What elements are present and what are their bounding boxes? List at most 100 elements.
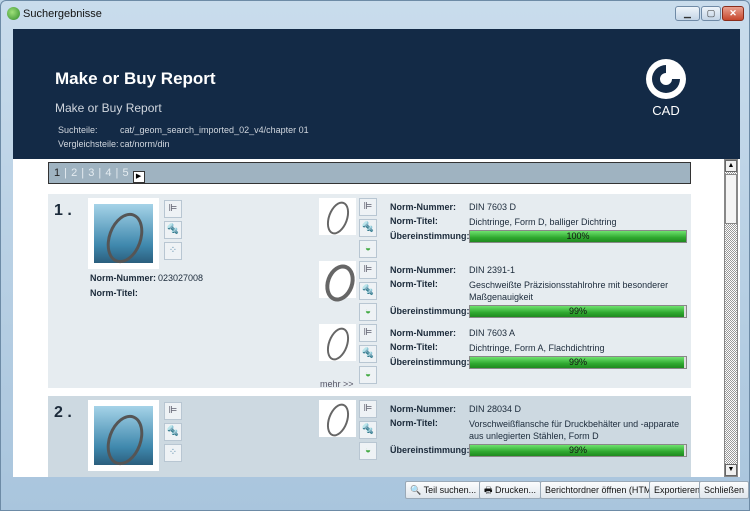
vertical-scrollbar[interactable]: ▲ ▼ [724,159,738,477]
match-norm-title: Dichtringe, Form A, Flachdichtring [469,343,605,353]
part-image [94,204,153,263]
bolt-icon[interactable]: 🔩 [164,423,182,441]
bolt-icon[interactable]: 🔩 [164,221,182,239]
assembly-icon[interactable]: ◒ [359,366,377,384]
close-button[interactable]: Schließen [699,481,750,499]
action-icons: ⊫ 🔩 ◒ [359,400,377,463]
print-button[interactable]: 🖶 Drucken... [479,481,542,499]
scroll-down-button[interactable]: ▼ [725,464,737,476]
assembly-icon[interactable]: ◒ [359,303,377,321]
bolt-icon[interactable]: 🔩 [359,282,377,300]
close-window-button[interactable]: ✕ [722,6,744,21]
action-icons: ⊫ 🔩 ◒ [359,198,377,261]
match-norm-number: DIN 7603 A [469,328,516,338]
page-link-2[interactable]: 2 [71,167,78,179]
page-separator: | [112,167,122,179]
match-thumbnail[interactable] [319,198,356,235]
bolt-icon[interactable]: 🔩 [359,219,377,237]
magnifier-icon: 🔍 [410,485,422,495]
compare-parts-row: Vergleichsteile: cat/norm/din [58,139,170,149]
result-item: 2 . ⊫ 🔩 ⁘ ⊫ 🔩 ◒ Norm-Nummer: DIN 28034 D Norm-Tit… [48,396,691,477]
print-label: Drucken... [495,485,537,495]
next-page-button[interactable]: ▶ [132,171,145,183]
match-norm-number-label: Norm-Nummer: [390,265,457,275]
bolt-icon[interactable]: 🔩 [359,421,377,439]
compare-parts-value: cat/norm/din [120,139,170,149]
match-norm-number-label: Norm-Nummer: [390,404,457,414]
page-link-1[interactable]: 1 [54,167,61,179]
action-icons: ⊫ 🔩 ⁘ [164,200,182,263]
report-subtitle: Make or Buy Report [55,101,162,115]
match-label: Übereinstimmung: [390,445,470,455]
match-norm-title-label: Norm-Titel: [390,216,438,226]
match-thumbnail[interactable] [319,261,356,298]
more-link[interactable]: mehr >> [320,379,354,389]
match-norm-number: DIN 28034 D [469,404,522,414]
tree-structure-icon[interactable]: ⊫ [359,324,377,342]
match-progress-bar: 99% [469,444,687,457]
result-rank: 2 . [54,404,72,421]
tree-structure-icon[interactable]: ⊫ [359,400,377,418]
match-progress-bar: 99% [469,305,687,318]
part-thumbnail[interactable] [88,198,159,269]
tree-structure-icon[interactable]: ⊫ [359,198,377,216]
action-icons: ⊫ 🔩 ◒ [359,261,377,324]
logo-text: CAD [652,103,679,118]
result-rank: 1 . [54,202,72,219]
scroll-up-button[interactable]: ▲ [725,160,737,172]
norm-number-value: 023027008 [158,273,204,283]
search-parts-row: Suchteile: cat/_geom_search_imported_02_v… [58,125,309,135]
match-progress-bar: 99% [469,356,687,369]
report-view: Make or Buy Report Make or Buy Report Su… [13,29,740,477]
match-norm-title-label: Norm-Titel: [390,279,438,289]
search-parts-value: cat/_geom_search_imported_02_v4/chapter … [120,125,309,135]
action-icons: ⊫ 🔩 ◒ [359,324,377,387]
tree-structure-icon[interactable]: ⊫ [164,402,182,420]
part-thumbnail[interactable] [88,400,159,471]
match-norm-number-label: Norm-Nummer: [390,328,457,338]
match-norm-title: Vorschweißflansche für Druckbehälter und… [469,419,680,441]
open-report-folder-button[interactable]: Berichtordner öffnen (HTML) [540,481,665,499]
compare-parts-label: Vergleichsteile: [58,139,119,149]
page-link-5[interactable]: 5 [122,167,129,179]
variants-icon[interactable]: ⁘ [164,242,182,260]
page-link-3[interactable]: 3 [88,167,95,179]
bolt-icon[interactable]: 🔩 [359,345,377,363]
printer-icon: 🖶 [484,485,493,495]
title-bar: Suchergebnisse ▁ ▢ ✕ [1,1,749,27]
match-thumbnail[interactable] [319,324,356,361]
find-part-label: Teil suchen... [423,485,477,495]
pagination: 1 | 2 | 3 | 4 | 5 ▶ [48,162,691,184]
scrollbar-thumb[interactable] [725,174,737,224]
report-title: Make or Buy Report [55,69,216,88]
page-separator: | [95,167,105,179]
page-separator: | [61,167,71,179]
search-parts-label: Suchteile: [58,125,98,135]
window-title: Suchergebnisse [23,8,102,20]
page-separator: | [78,167,88,179]
variants-icon[interactable]: ⁘ [164,444,182,462]
app-icon [7,7,20,20]
find-part-button[interactable]: 🔍 Teil suchen... [405,481,482,499]
action-icons: ⊫ 🔩 ⁘ [164,402,182,465]
match-norm-title: Dichtringe, Form D, balliger Dichtring [469,217,617,227]
match-label: Übereinstimmung: [390,357,470,367]
assembly-icon[interactable]: ◒ [359,442,377,460]
tree-structure-icon[interactable]: ⊫ [164,200,182,218]
result-item: 1 . ⊫ 🔩 ⁘ Norm-Nummer: 023027008 Norm-Titel: ⊫ 🔩… [48,194,691,389]
match-norm-number: DIN 7603 D [469,202,517,212]
match-norm-title: Geschweißte Präzisionsstahlrohre mit bes… [469,280,669,302]
page-link-4[interactable]: 4 [105,167,112,179]
match-progress-bar: 100% [469,230,687,243]
match-label: Übereinstimmung: [390,306,470,316]
minimize-button[interactable]: ▁ [675,6,700,21]
match-label: Übereinstimmung: [390,231,470,241]
part-image [94,406,153,465]
tree-structure-icon[interactable]: ⊫ [359,261,377,279]
export-button[interactable]: Exportieren [649,481,706,499]
maximize-button[interactable]: ▢ [701,6,721,21]
match-thumbnail[interactable] [319,400,356,437]
assembly-icon[interactable]: ◒ [359,240,377,258]
match-norm-title-label: Norm-Titel: [390,418,438,428]
